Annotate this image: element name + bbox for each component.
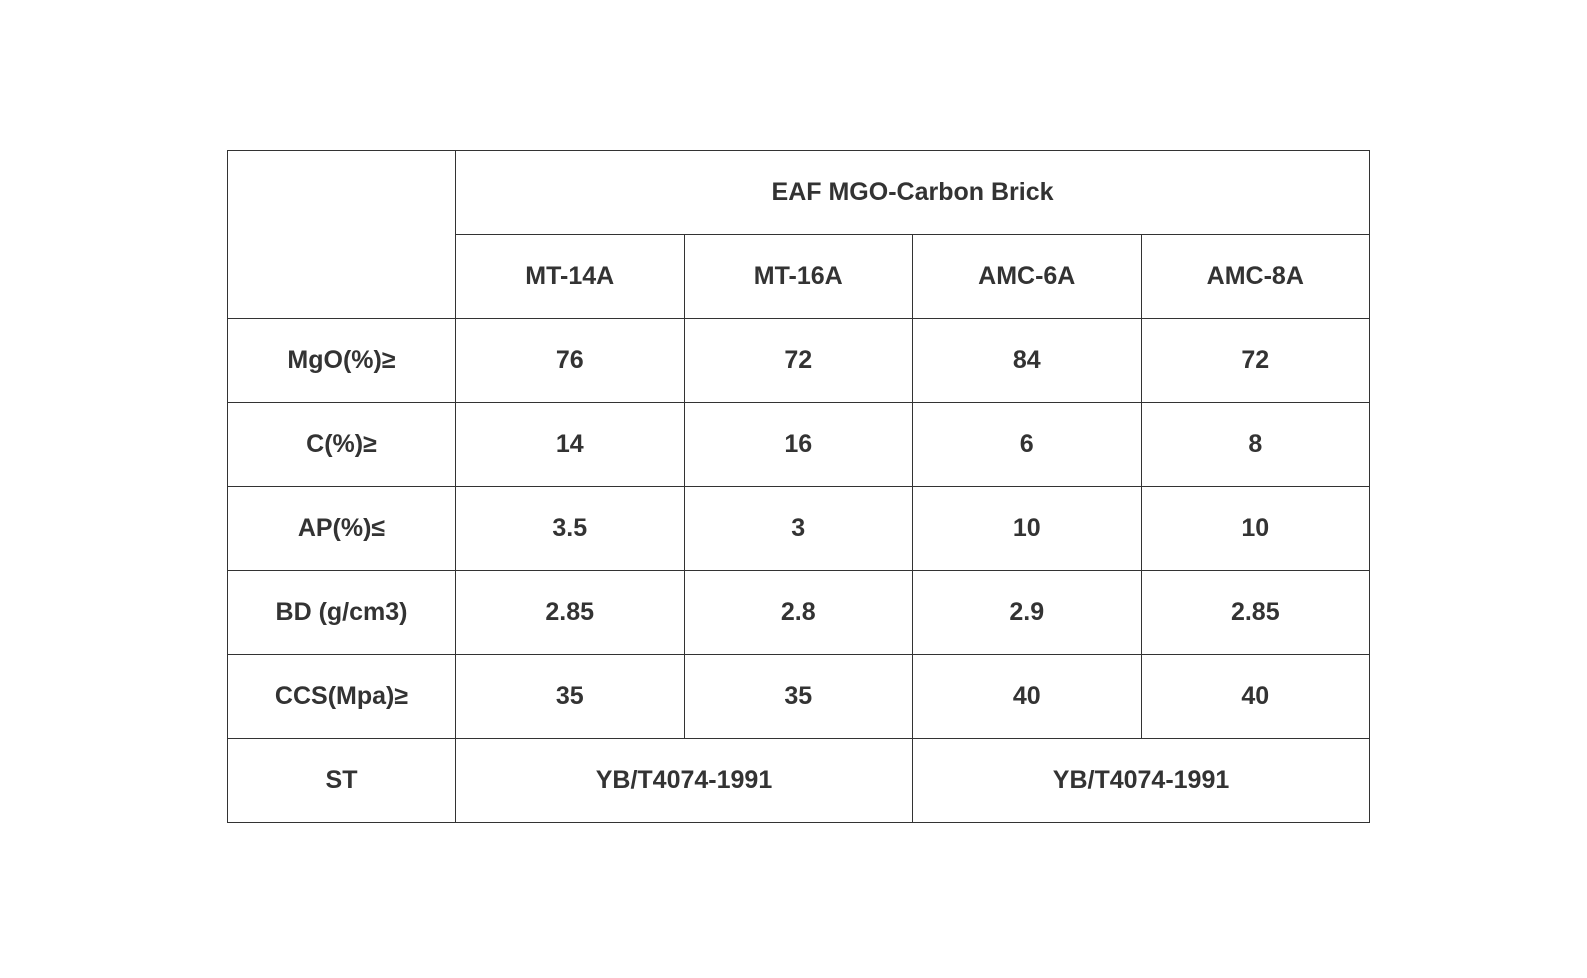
table-header-row: EAF MGO-Carbon Brick (227, 150, 1371, 319)
table-cell: 76 (455, 318, 685, 403)
table-row: BD (g/cm3) 2.85 2.8 2.9 2.85 (227, 570, 1371, 655)
column-header: AMC-8A (1140, 234, 1371, 319)
standard-cell: YB/T4074-1991 (911, 738, 1371, 823)
table-cell: 2.9 (912, 570, 1142, 655)
standard-cell: YB/T4074-1991 (455, 738, 913, 823)
row-label: C(%)≥ (227, 402, 456, 487)
table-cell: 16 (683, 402, 913, 487)
table-row: CCS(Mpa)≥ 35 35 40 40 (227, 654, 1371, 739)
table-cell: 8 (1140, 402, 1371, 487)
table-cell: 2.85 (455, 570, 685, 655)
table-cell: 2.85 (1140, 570, 1371, 655)
row-label: BD (g/cm3) (227, 570, 456, 655)
table-cell: 35 (455, 654, 685, 739)
table-cell: 6 (912, 402, 1142, 487)
corner-cell (227, 150, 456, 319)
table-cell: 40 (912, 654, 1142, 739)
table-cell: 2.8 (683, 570, 913, 655)
table-cell: 10 (1140, 486, 1371, 571)
column-header: AMC-6A (912, 234, 1142, 319)
column-header: MT-14A (455, 234, 685, 319)
column-header: MT-16A (683, 234, 913, 319)
row-label: ST (227, 738, 456, 823)
table-cell: 72 (683, 318, 913, 403)
row-label: AP(%)≤ (227, 486, 456, 571)
spec-table-container: EAF MGO-Carbon Brick MT-14A MT-16A AMC-6… (227, 150, 1371, 823)
row-label: MgO(%)≥ (227, 318, 456, 403)
table-title: EAF MGO-Carbon Brick (454, 150, 1371, 235)
table-cell: 72 (1140, 318, 1371, 403)
table-cell: 10 (912, 486, 1142, 571)
table-cell: 40 (1140, 654, 1371, 739)
table-cell: 3.5 (455, 486, 685, 571)
table-cell: 84 (912, 318, 1142, 403)
table-cell: 3 (683, 486, 913, 571)
table-row: MgO(%)≥ 76 72 84 72 (227, 318, 1371, 403)
table-row: C(%)≥ 14 16 6 8 (227, 402, 1371, 487)
row-label: CCS(Mpa)≥ (227, 654, 456, 739)
standard-row: ST YB/T4074-1991 YB/T4074-1991 (227, 738, 1371, 823)
table-cell: 14 (455, 402, 685, 487)
table-cell: 35 (683, 654, 913, 739)
table-row: AP(%)≤ 3.5 3 10 10 (227, 486, 1371, 571)
spec-table: EAF MGO-Carbon Brick MT-14A MT-16A AMC-6… (227, 150, 1371, 823)
